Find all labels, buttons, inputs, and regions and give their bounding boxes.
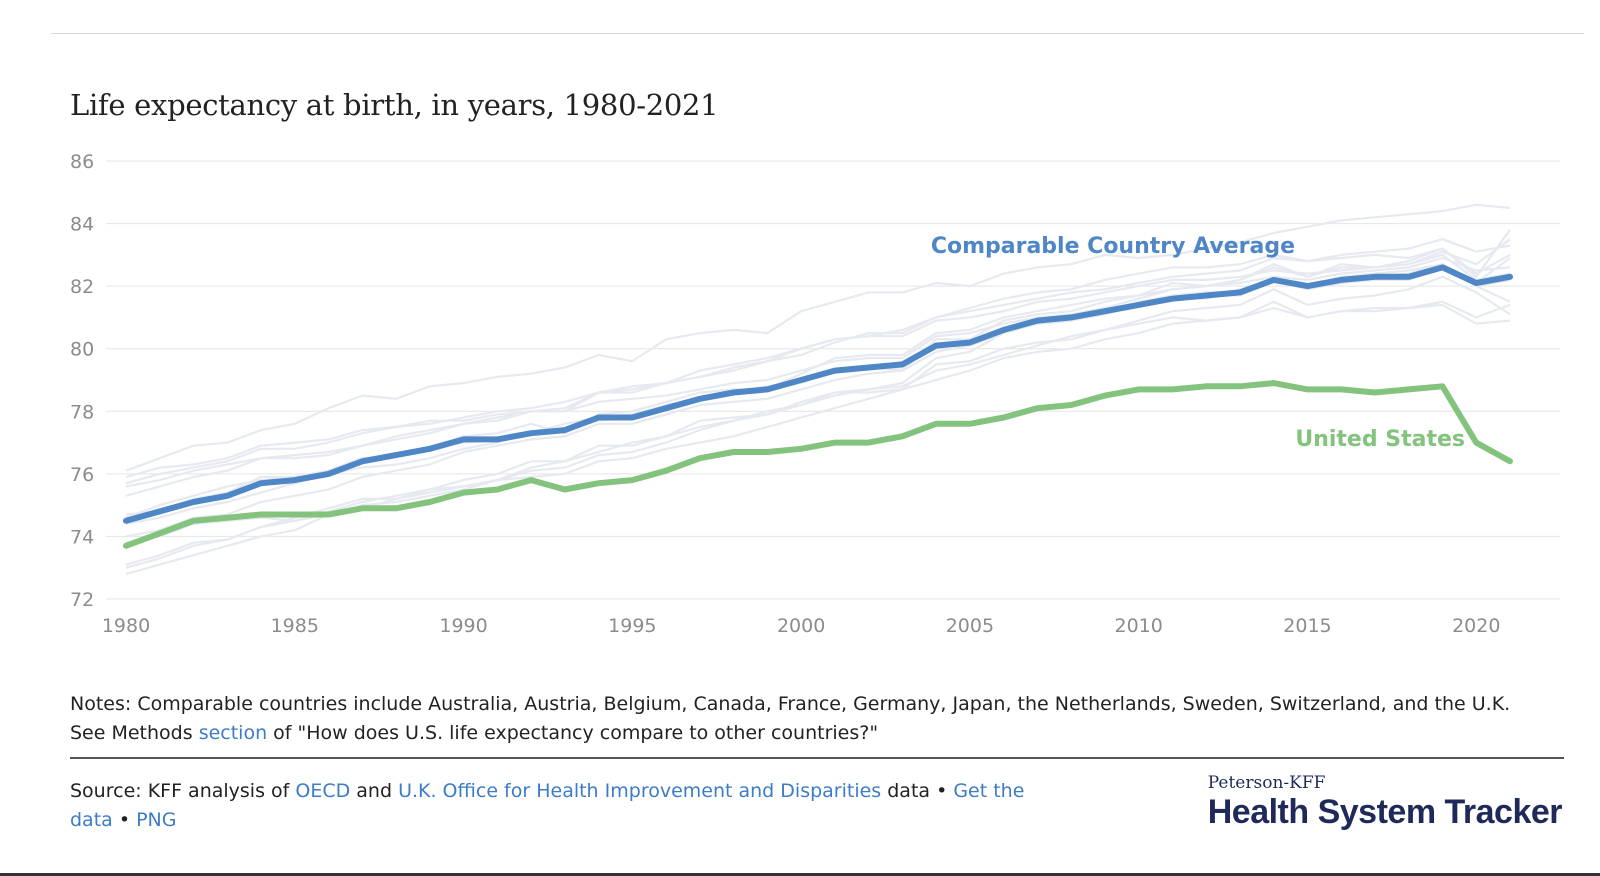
bottom-border bbox=[0, 873, 1600, 876]
background-country-line bbox=[125, 263, 1511, 566]
series-lines bbox=[123, 264, 1513, 549]
comparable-country-average-label: Comparable Country Average bbox=[931, 234, 1295, 259]
y-tick-label: 84 bbox=[70, 214, 94, 236]
source-data-text: data • bbox=[881, 780, 954, 802]
brand-main-text: Health System Tracker bbox=[1207, 793, 1563, 831]
notes-line-2-suffix: of "How does U.S. life expectancy compar… bbox=[267, 722, 879, 744]
background-country-line bbox=[125, 266, 1511, 519]
x-tick-label: 2020 bbox=[1452, 615, 1500, 637]
y-tick-label: 76 bbox=[70, 464, 94, 486]
notes-line-2-prefix: See Methods bbox=[70, 722, 199, 744]
x-tick-label: 2010 bbox=[1115, 615, 1163, 637]
background-country-line bbox=[125, 238, 1511, 488]
line-chart: 86 84 82 80 78 76 74 72 1980 1985 1990 1995 2000 200… bbox=[70, 151, 1560, 637]
notes-divider bbox=[70, 757, 1564, 759]
notes-line-1: Notes: Comparable countries include Aust… bbox=[70, 693, 1511, 715]
source-separator: • bbox=[112, 809, 137, 831]
top-divider bbox=[51, 33, 1584, 34]
brand-logo: Peterson-KFF Health System Tracker bbox=[1207, 773, 1563, 831]
methods-section-link[interactable]: section bbox=[198, 722, 268, 744]
x-tick-label: 2015 bbox=[1283, 615, 1331, 637]
background-country-line bbox=[125, 300, 1511, 569]
source-prefix: Source: KFF analysis of bbox=[70, 780, 296, 802]
series-labels: Comparable Country Average United States bbox=[931, 234, 1465, 452]
y-tick-label: 72 bbox=[70, 589, 94, 611]
brand-top-text: Peterson-KFF bbox=[1207, 773, 1326, 793]
y-axis-ticks: 86 84 82 80 78 76 74 72 bbox=[70, 151, 94, 611]
y-tick-label: 78 bbox=[70, 401, 94, 423]
united-states-line bbox=[123, 380, 1513, 549]
background-country-line bbox=[125, 203, 1511, 472]
get-the-data-link[interactable]: Get the data bbox=[70, 780, 1025, 831]
x-tick-label: 1985 bbox=[271, 615, 319, 637]
y-tick-label: 82 bbox=[70, 276, 94, 298]
x-axis-ticks: 1980 1985 1990 1995 2000 2005 2010 2015 2020 bbox=[102, 615, 1501, 637]
y-tick-label: 86 bbox=[70, 151, 94, 173]
png-link[interactable]: PNG bbox=[136, 809, 177, 831]
y-tick-label: 80 bbox=[70, 339, 94, 361]
source-text: Source: KFF analysis of OECD and U.K. Of… bbox=[70, 777, 1070, 835]
x-tick-label: 1990 bbox=[439, 615, 487, 637]
x-tick-label: 1980 bbox=[102, 615, 150, 637]
x-tick-label: 2005 bbox=[946, 615, 994, 637]
background-country-line bbox=[125, 275, 1511, 576]
x-tick-label: 2000 bbox=[777, 615, 825, 637]
comparable-country-average-line bbox=[123, 264, 1513, 524]
chart-notes: Notes: Comparable countries include Aust… bbox=[70, 690, 1590, 748]
y-tick-label: 74 bbox=[70, 526, 94, 548]
source-and: and bbox=[350, 780, 399, 802]
oecd-link[interactable]: OECD bbox=[295, 780, 351, 802]
chart-title: Life expectancy at birth, in years, 1980… bbox=[70, 88, 719, 122]
uk-office-link[interactable]: U.K. Office for Health Improvement and D… bbox=[398, 780, 882, 802]
notes-line-2: See Methods section of "How does U.S. li… bbox=[70, 719, 1590, 748]
united-states-label: United States bbox=[1295, 427, 1465, 452]
x-tick-label: 1995 bbox=[608, 615, 656, 637]
